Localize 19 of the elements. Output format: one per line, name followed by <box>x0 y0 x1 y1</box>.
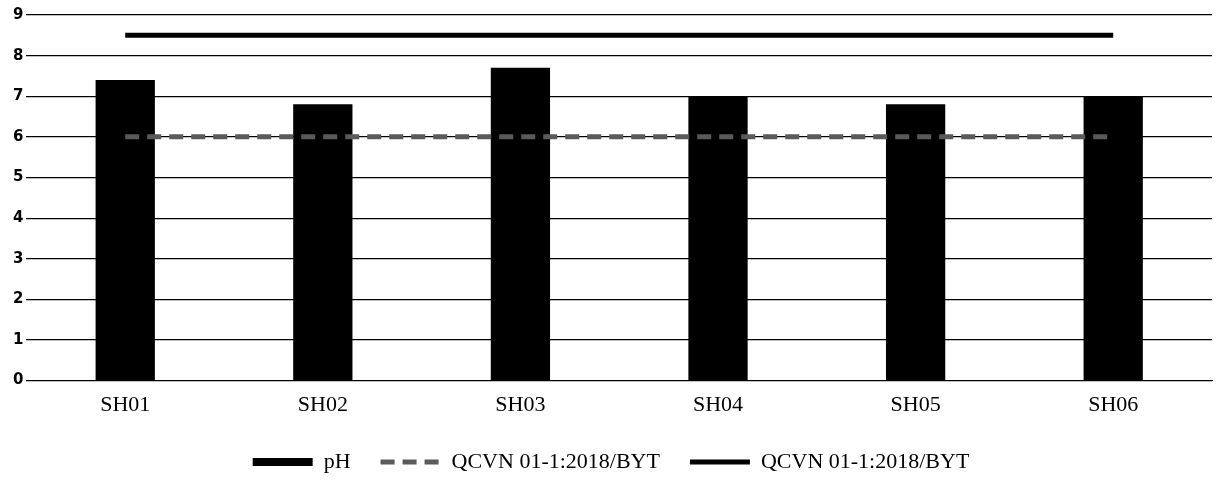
y-tick-label: 6 <box>13 126 24 145</box>
y-tick-label: 5 <box>13 167 24 186</box>
y-tick-label: 3 <box>13 248 24 267</box>
x-tick-label: SH04 <box>692 390 744 416</box>
y-tick-label: 9 <box>13 4 24 23</box>
y-tick-label: 0 <box>13 370 24 389</box>
x-tick-label: SH03 <box>495 390 546 416</box>
legend-label: QCVN 01-1:2018/BYT <box>760 447 970 473</box>
legend-label: pH <box>323 447 351 473</box>
y-tick-label: 8 <box>13 45 24 64</box>
x-tick-label: SH02 <box>297 390 348 416</box>
y-tick-label: 4 <box>13 208 24 226</box>
y-tick-label: 2 <box>13 289 24 308</box>
x-tick-label: SH01 <box>100 390 151 416</box>
y-tick-label: 7 <box>13 86 24 105</box>
y-tick-label: 1 <box>13 329 24 348</box>
x-tick-label: SH05 <box>890 390 941 416</box>
legend-label: QCVN 01-1:2018/BYT <box>451 447 661 473</box>
x-tick-label: SH06 <box>1088 390 1139 416</box>
